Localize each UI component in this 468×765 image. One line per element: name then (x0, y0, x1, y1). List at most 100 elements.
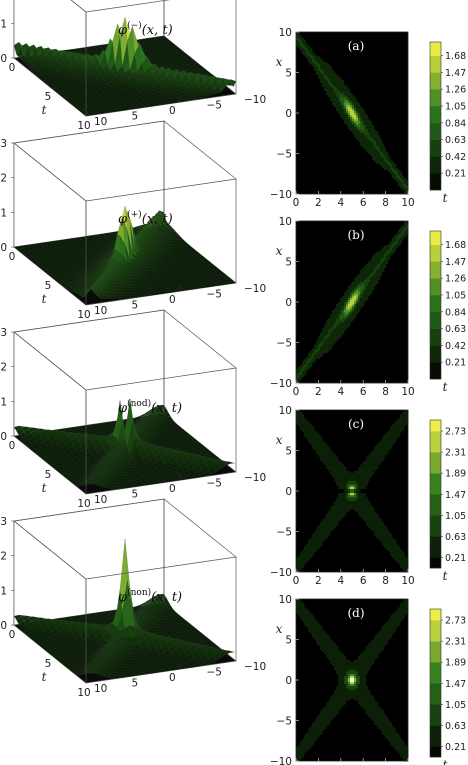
contour-cell (298, 416, 301, 419)
contour-cell (348, 121, 351, 124)
contour-cell (400, 183, 403, 187)
contour-cell (300, 563, 303, 567)
contour-cell (320, 354, 323, 357)
contour-cell (308, 557, 311, 561)
contour-cell (322, 80, 325, 83)
contour-cell (334, 100, 337, 104)
contour-cell (310, 50, 313, 53)
contour-cell (398, 179, 401, 183)
contour-cell (388, 243, 391, 246)
contour-cell (312, 549, 315, 553)
contour-cell (314, 60, 317, 63)
contour-cell (336, 476, 339, 480)
contour-cell (334, 72, 337, 75)
contour-cell (380, 259, 383, 262)
contour-cell (304, 553, 307, 557)
contour-cell (330, 470, 333, 474)
contour-cell (334, 92, 337, 96)
contour-cell (350, 499, 353, 502)
contour-cell (336, 96, 339, 100)
contour-cell (314, 344, 317, 347)
contour-cell (348, 293, 351, 297)
contour-cell (340, 86, 343, 89)
contour-cell (382, 147, 385, 150)
contour-cell (328, 448, 331, 451)
contour-cell (398, 181, 401, 185)
colorbar: 1.681.471.261.050.840.630.420.21 (429, 41, 466, 191)
contour-cell (340, 330, 343, 333)
contour-cell (348, 495, 351, 498)
contour-cell (316, 547, 319, 551)
contour-cell (370, 141, 373, 144)
contour-cell (338, 92, 341, 96)
contour-x-tick-label: 4 (337, 386, 344, 398)
contour-cell (324, 330, 327, 333)
contour-cell (338, 497, 341, 500)
contour-cell (332, 452, 335, 455)
contour-cell (322, 78, 325, 81)
contour-cell (336, 472, 339, 476)
contour-cell (348, 505, 351, 508)
contour-cell (338, 462, 341, 465)
contour-cell (304, 362, 307, 366)
contour-cell (358, 306, 361, 309)
contour-cell (328, 80, 331, 83)
contour-cell (306, 434, 309, 437)
contour-cell (334, 84, 337, 87)
contour-cell (370, 121, 373, 124)
contour-cell (402, 235, 405, 238)
contour-cell (336, 458, 339, 461)
contour-cell (338, 302, 341, 305)
contour-cell (330, 515, 333, 518)
contour-cell (312, 446, 315, 449)
contour-cell (348, 488, 351, 492)
contour-cell (386, 159, 389, 162)
contour-cell (346, 312, 349, 315)
contour-cell (324, 64, 327, 67)
contour-cell (308, 555, 311, 559)
contour-cell (310, 352, 313, 355)
contour-cell (328, 332, 331, 335)
contour-cell (304, 547, 307, 551)
z-tick-label: 0 (0, 53, 7, 65)
contour-cell (322, 340, 325, 343)
contour-cell (354, 289, 357, 293)
contour-cell (336, 466, 339, 470)
contour-cell (374, 259, 377, 262)
contour-cell (360, 283, 363, 287)
contour-cell (298, 370, 301, 374)
contour-cell (300, 557, 303, 561)
contour-cell (330, 464, 333, 467)
t-tick-label: 5 (45, 91, 52, 103)
contour-cell (332, 468, 335, 472)
contour-cell (326, 66, 329, 69)
contour-cell (352, 499, 355, 502)
contour-cell (378, 153, 381, 156)
contour-cell (340, 513, 343, 516)
contour-cell (394, 243, 397, 246)
contour-cell (360, 269, 363, 272)
contour-cell (326, 350, 329, 353)
contour-cell (376, 265, 379, 268)
contour-cell (330, 521, 333, 524)
contour-cell (346, 310, 349, 313)
contour-cell (358, 287, 361, 291)
contour-cell (400, 237, 403, 240)
contour-cell (326, 336, 329, 339)
contour-cell (348, 476, 351, 480)
contour-cell (348, 501, 351, 504)
contour-cell (298, 557, 301, 561)
contour-cell (334, 76, 337, 79)
contour-cell (384, 149, 387, 152)
contour-cell (352, 484, 355, 488)
contour-cell (334, 523, 337, 526)
contour-cell (374, 139, 377, 142)
contour-cell (356, 133, 359, 136)
contour-cell (340, 511, 343, 514)
contour-cell (348, 123, 351, 126)
contour-cell (332, 513, 335, 516)
contour-cell (388, 155, 391, 158)
contour-cell (298, 420, 301, 423)
colorbar-tick-label: 1.68 (445, 240, 466, 251)
